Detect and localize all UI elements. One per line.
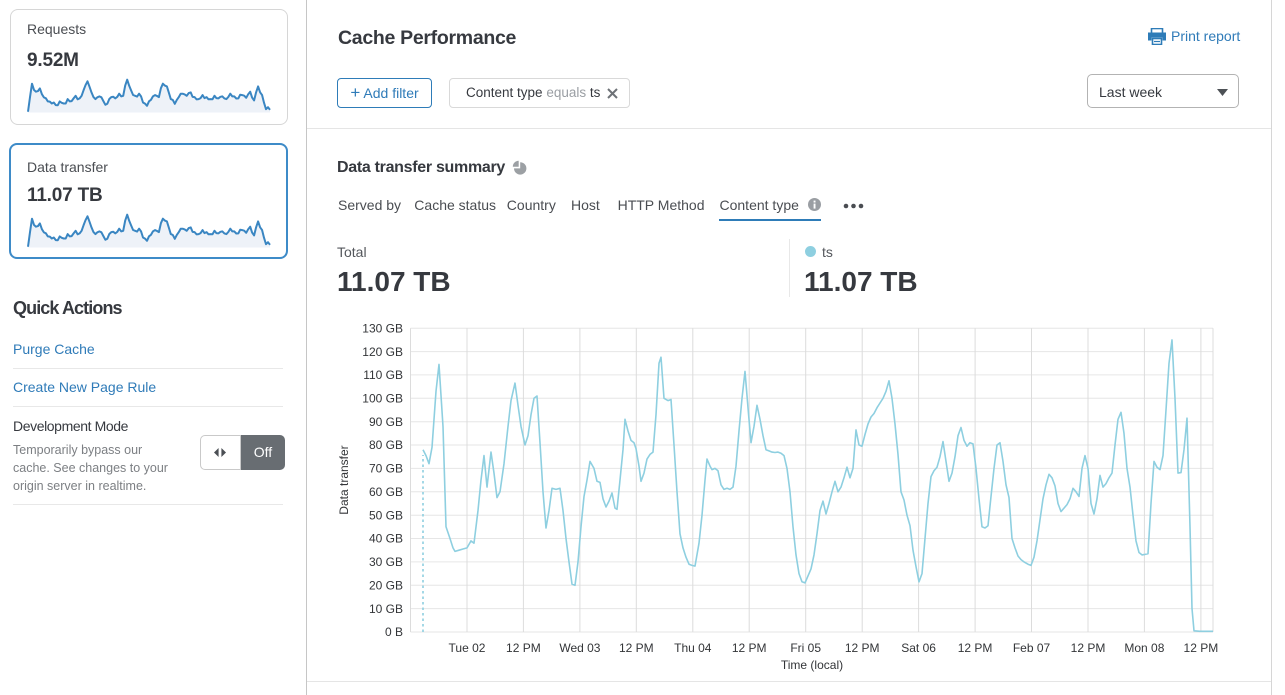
svg-text:0 B: 0 B — [385, 625, 403, 639]
svg-text:110 GB: 110 GB — [363, 368, 403, 382]
svg-text:10 GB: 10 GB — [369, 602, 403, 616]
svg-text:Thu 04: Thu 04 — [674, 641, 712, 655]
svg-text:50 GB: 50 GB — [369, 508, 403, 522]
svg-text:90 GB: 90 GB — [369, 415, 403, 429]
svg-text:20 GB: 20 GB — [369, 579, 403, 593]
svg-text:60 GB: 60 GB — [369, 485, 403, 499]
svg-text:Sat 06: Sat 06 — [901, 641, 936, 655]
svg-text:Feb 07: Feb 07 — [1013, 641, 1051, 655]
svg-text:Time (local): Time (local) — [781, 658, 843, 672]
svg-text:12 PM: 12 PM — [732, 641, 767, 655]
svg-text:12 PM: 12 PM — [958, 641, 993, 655]
svg-text:70 GB: 70 GB — [369, 462, 403, 476]
svg-text:100 GB: 100 GB — [362, 392, 403, 406]
svg-text:Fri 05: Fri 05 — [790, 641, 821, 655]
svg-text:Tue 02: Tue 02 — [449, 641, 486, 655]
svg-text:12 PM: 12 PM — [845, 641, 880, 655]
svg-text:12 PM: 12 PM — [1071, 641, 1106, 655]
svg-text:80 GB: 80 GB — [369, 438, 403, 452]
svg-text:120 GB: 120 GB — [362, 345, 403, 359]
svg-text:12 PM: 12 PM — [1184, 641, 1219, 655]
svg-text:40 GB: 40 GB — [369, 532, 403, 546]
svg-text:12 PM: 12 PM — [506, 641, 541, 655]
svg-text:Mon 08: Mon 08 — [1124, 641, 1164, 655]
svg-text:130 GB: 130 GB — [362, 321, 403, 335]
svg-text:30 GB: 30 GB — [369, 555, 403, 569]
svg-text:Data transfer: Data transfer — [337, 445, 351, 514]
svg-text:12 PM: 12 PM — [619, 641, 654, 655]
svg-text:Wed 03: Wed 03 — [559, 641, 600, 655]
